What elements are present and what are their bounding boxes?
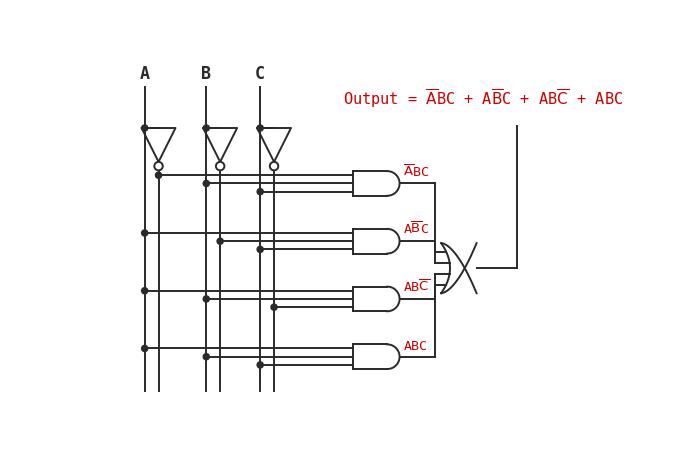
Circle shape xyxy=(155,172,162,178)
Circle shape xyxy=(257,125,263,131)
Circle shape xyxy=(203,296,209,302)
Circle shape xyxy=(141,345,148,352)
Text: $\overline{\rm A}$BC: $\overline{\rm A}$BC xyxy=(403,164,429,180)
Text: ABC: ABC xyxy=(403,340,428,353)
Circle shape xyxy=(257,362,263,368)
Circle shape xyxy=(217,238,223,244)
Circle shape xyxy=(203,353,209,360)
Circle shape xyxy=(271,304,277,310)
Circle shape xyxy=(257,188,263,195)
Text: B: B xyxy=(202,65,211,83)
Circle shape xyxy=(141,125,148,131)
Circle shape xyxy=(203,125,209,131)
Text: A: A xyxy=(140,65,150,83)
Circle shape xyxy=(257,246,263,252)
Circle shape xyxy=(270,162,279,170)
Text: AB$\overline{\rm C}$: AB$\overline{\rm C}$ xyxy=(403,279,430,295)
Text: A$\overline{\rm B}$C: A$\overline{\rm B}$C xyxy=(403,221,429,237)
Text: C: C xyxy=(256,65,265,83)
Circle shape xyxy=(203,180,209,187)
Circle shape xyxy=(154,162,163,170)
Circle shape xyxy=(216,162,225,170)
Circle shape xyxy=(141,288,148,294)
Text: Output = $\overline{\rm A}$BC + A$\overline{\rm B}$C + AB$\overline{\rm C}$ + AB: Output = $\overline{\rm A}$BC + A$\overl… xyxy=(344,87,624,110)
Circle shape xyxy=(141,230,148,236)
